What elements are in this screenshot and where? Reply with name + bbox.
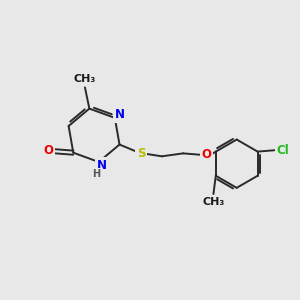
Text: S: S <box>137 148 146 160</box>
Text: N: N <box>115 108 125 122</box>
Text: N: N <box>97 159 107 172</box>
Text: CH₃: CH₃ <box>74 74 96 84</box>
Text: O: O <box>201 148 212 161</box>
Text: O: O <box>43 144 53 157</box>
Text: CH₃: CH₃ <box>202 197 225 207</box>
Text: Cl: Cl <box>277 144 290 157</box>
Text: H: H <box>92 169 100 179</box>
